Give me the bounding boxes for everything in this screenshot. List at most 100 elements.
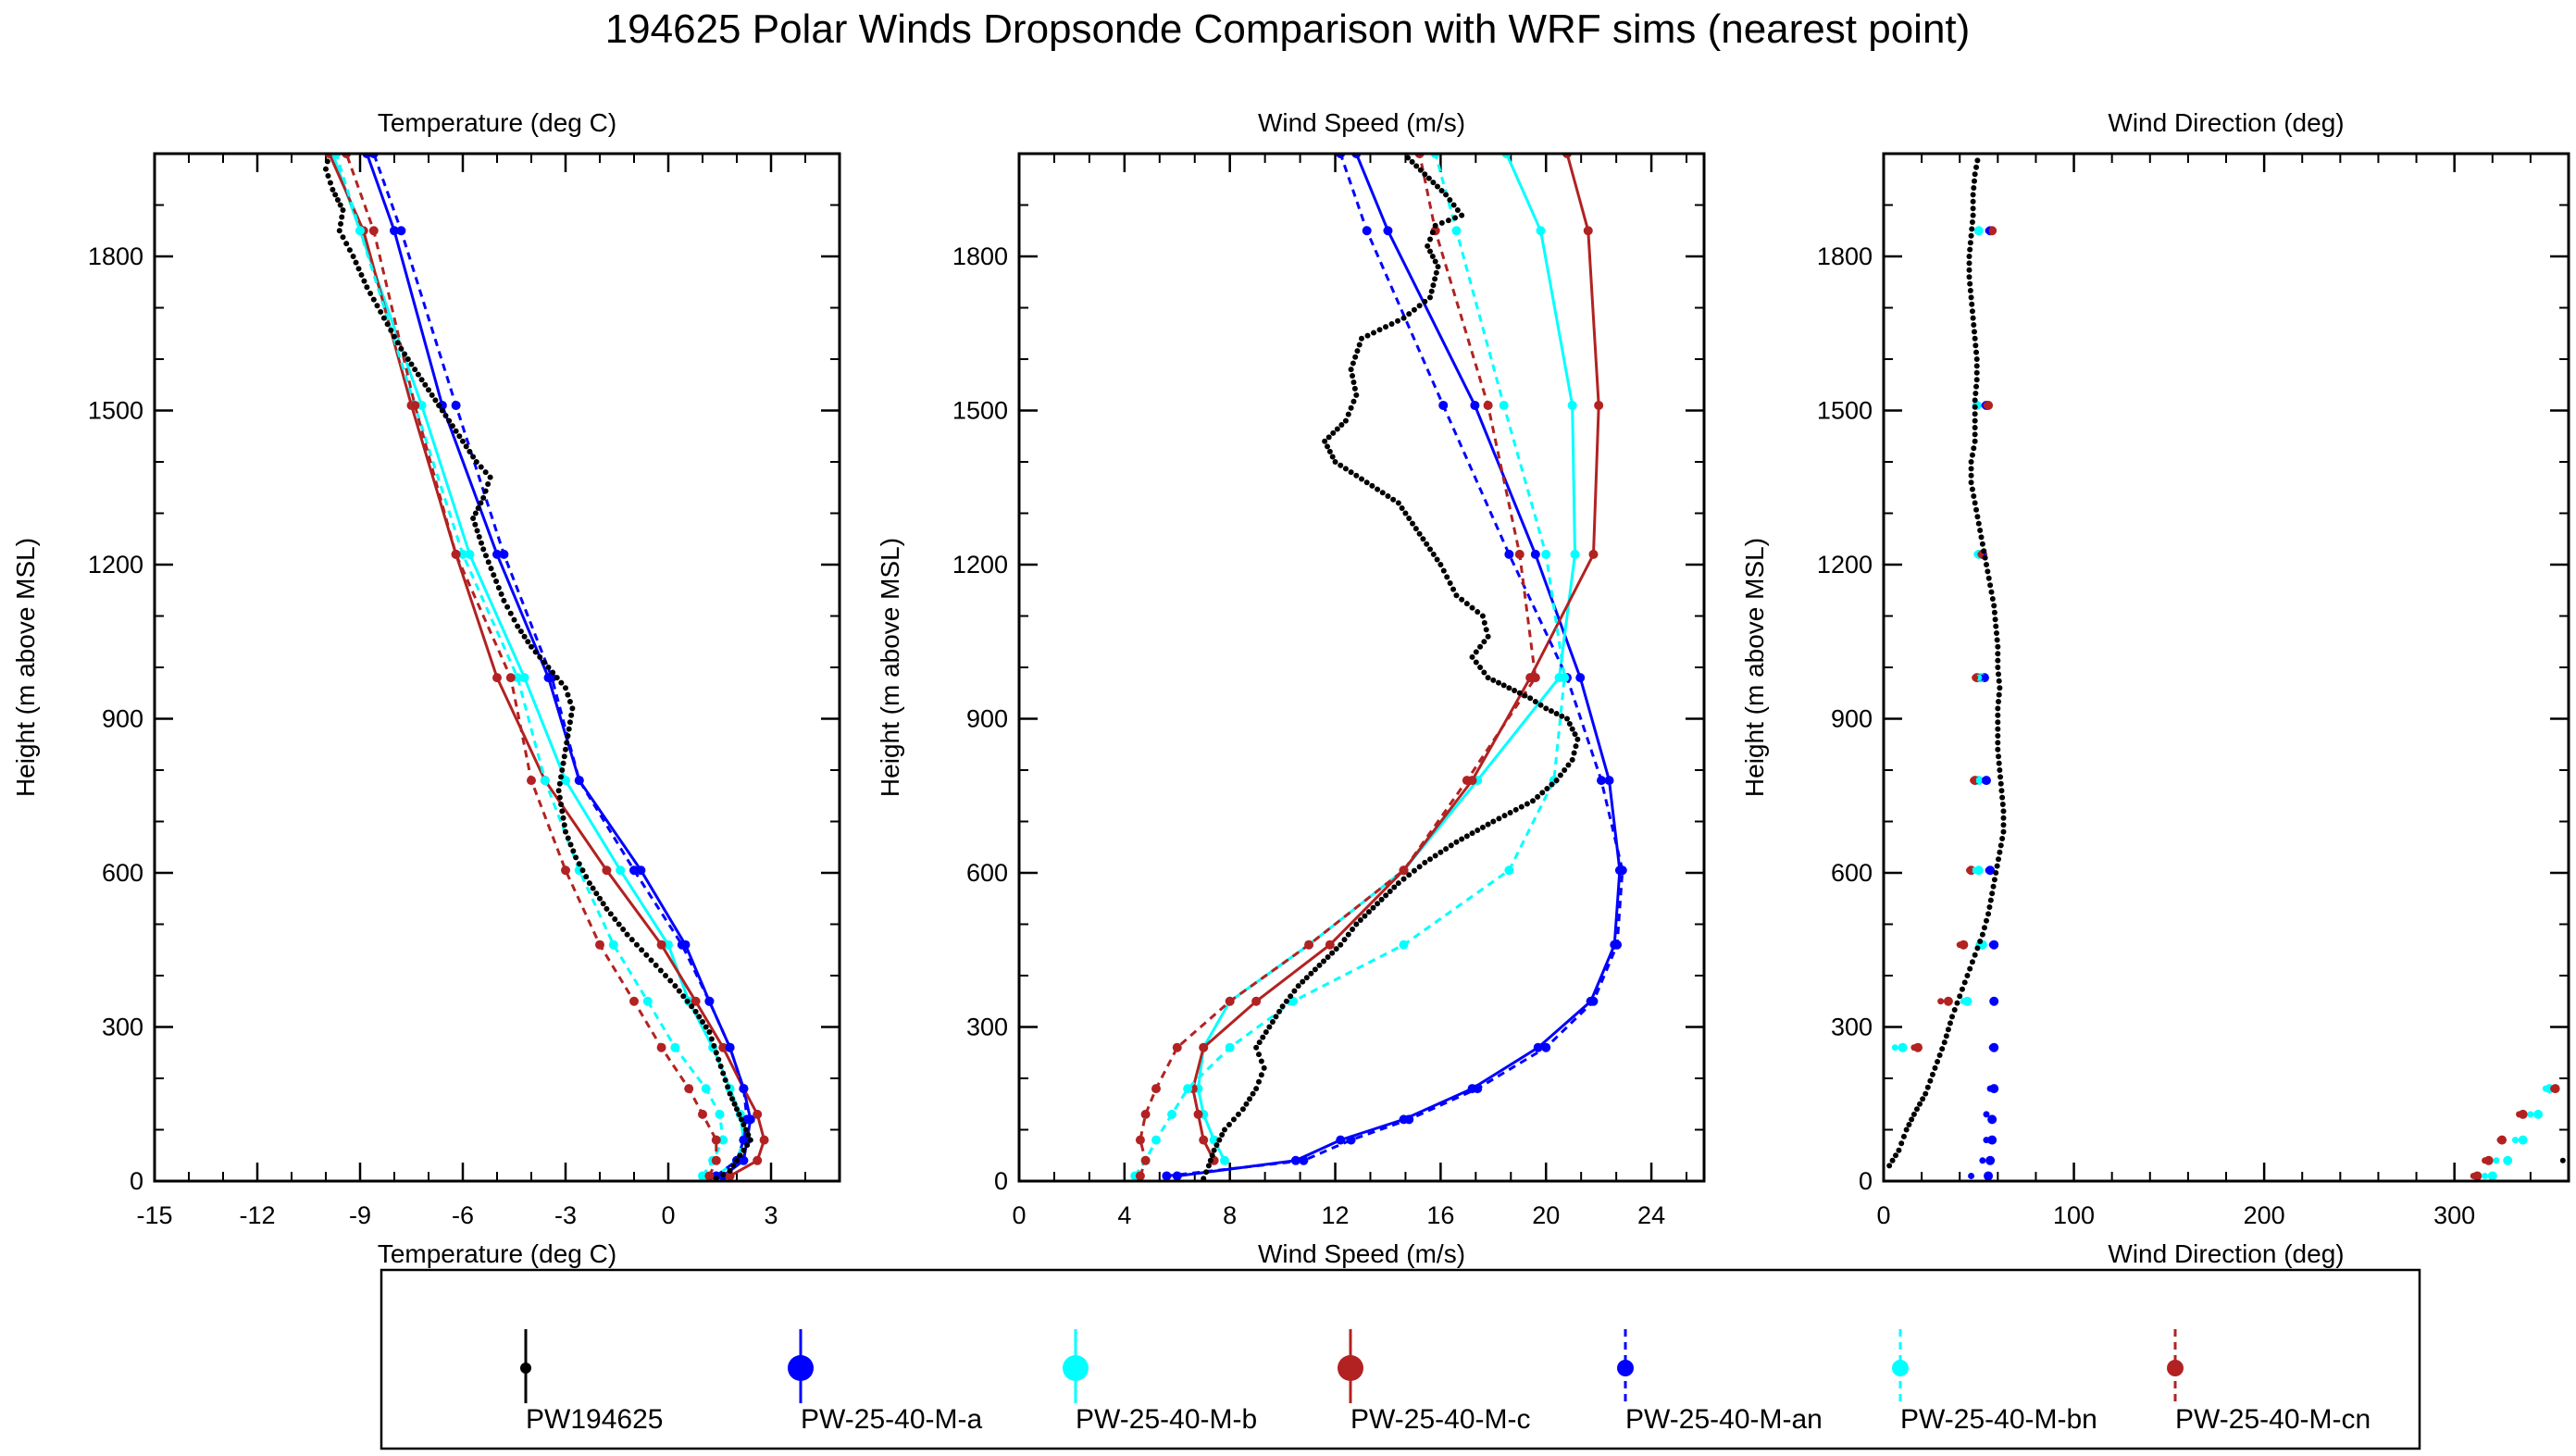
- data-point: [1972, 431, 1978, 438]
- data-point: [1949, 1014, 1955, 1020]
- data-point: [1588, 549, 1599, 559]
- data-point: [1256, 1078, 1262, 1085]
- data-point: [488, 566, 494, 572]
- data-point: [1994, 863, 2000, 869]
- data-point: [1341, 937, 1348, 943]
- data-point: [1986, 904, 1993, 910]
- data-point: [1967, 965, 1973, 972]
- data-point: [1612, 940, 1623, 950]
- data-point: [1427, 546, 1433, 553]
- data-point: [1972, 404, 1978, 410]
- data-point: [1226, 1121, 1232, 1127]
- data-point: [1336, 1135, 1346, 1145]
- legend-label: PW-25-40-M-a: [801, 1404, 982, 1435]
- data-point: [1342, 417, 1349, 424]
- data-point: [1416, 864, 1423, 870]
- data-point: [1974, 514, 1981, 520]
- data-point: [1469, 604, 1475, 611]
- data-point: [1983, 1137, 1990, 1144]
- x-tick-label: 20: [1532, 1201, 1560, 1229]
- data-point: [1253, 1086, 1260, 1092]
- data-point: [725, 1042, 735, 1052]
- data-point: [1383, 892, 1389, 899]
- data-point: [1359, 335, 1364, 342]
- data-point: [1992, 616, 1998, 623]
- data-point: [1966, 267, 1972, 273]
- data-point: [1500, 682, 1507, 689]
- data-point: [556, 780, 563, 787]
- data-point: [1565, 762, 1572, 768]
- data-point: [1553, 778, 1560, 784]
- data-point: [370, 296, 377, 303]
- data-point: [355, 266, 362, 272]
- data-point: [1988, 227, 1996, 234]
- data-point: [1972, 335, 1978, 342]
- data-point: [568, 712, 575, 718]
- data-point: [656, 940, 666, 950]
- data-point: [1541, 549, 1551, 559]
- data-point: [1453, 592, 1460, 599]
- data-point: [1225, 996, 1235, 1006]
- data-point: [1352, 354, 1359, 360]
- legend-label: PW-25-40-M-cn: [2175, 1404, 2371, 1435]
- data-point: [684, 998, 691, 1004]
- y-tick-label: 1200: [952, 551, 1008, 579]
- data-point: [334, 196, 341, 203]
- data-point: [1996, 691, 2002, 698]
- data-point: [1562, 767, 1568, 773]
- data-point: [1333, 946, 1339, 952]
- data-point: [1291, 988, 1298, 994]
- data-point: [1422, 171, 1428, 178]
- data-point: [1308, 970, 1314, 977]
- panel-title: Temperature (deg C): [378, 108, 616, 137]
- data-point: [2550, 1085, 2557, 1092]
- data-point: [1411, 867, 1417, 874]
- data-point: [1559, 713, 1565, 719]
- data-point: [1990, 883, 1997, 890]
- data-point: [473, 459, 479, 465]
- data-point: [559, 767, 566, 773]
- data-point: [727, 1167, 733, 1174]
- data-point: [1971, 445, 1977, 452]
- data-point: [722, 1076, 728, 1083]
- data-point: [1504, 549, 1514, 559]
- data-point: [1283, 998, 1289, 1004]
- data-point: [1984, 917, 1989, 924]
- data-point: [736, 1111, 742, 1117]
- data-point: [1969, 959, 1975, 965]
- data-point: [1321, 958, 1327, 964]
- data-point: [739, 1135, 749, 1145]
- data-point: [560, 815, 566, 821]
- data-point: [1966, 274, 1972, 280]
- data-point: [1532, 699, 1538, 704]
- data-point: [1437, 849, 1444, 855]
- data-point: [1537, 702, 1544, 708]
- data-point: [698, 1171, 707, 1181]
- data-point: [590, 885, 596, 891]
- data-point: [460, 438, 466, 444]
- data-point: [745, 1132, 752, 1139]
- data-point: [1972, 425, 1978, 430]
- data-point: [343, 241, 350, 247]
- data-point: [604, 905, 610, 912]
- data-point: [663, 973, 669, 978]
- data-point: [633, 941, 640, 948]
- data-point: [449, 423, 455, 429]
- x-tick-label: 200: [2244, 1201, 2285, 1229]
- data-point: [1346, 1135, 1356, 1145]
- data-point: [550, 669, 556, 676]
- data-point: [556, 794, 563, 801]
- data-point: [1251, 996, 1262, 1006]
- data-point: [1945, 1027, 1951, 1033]
- data-point: [1968, 479, 1974, 486]
- data-point: [378, 308, 384, 315]
- series-pw194625: [1201, 155, 1581, 1181]
- data-point: [1140, 1155, 1151, 1165]
- data-point: [725, 1084, 731, 1090]
- data-point: [1970, 315, 1976, 321]
- data-point: [1475, 609, 1481, 616]
- data-point: [711, 1042, 717, 1049]
- data-point: [1235, 1111, 1241, 1117]
- series-pw194625: [323, 158, 753, 1181]
- data-point: [1941, 1039, 1948, 1046]
